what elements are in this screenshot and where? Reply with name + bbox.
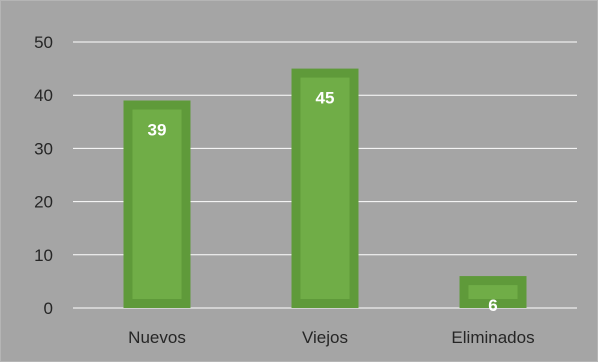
bar-inner-fill — [300, 77, 350, 299]
x-tick-label: Nuevos — [128, 328, 186, 347]
y-tick-label: 0 — [44, 299, 53, 318]
y-axis-tick-labels: 0 10 20 30 40 50 — [34, 33, 53, 318]
bar-inner-fill — [132, 109, 182, 300]
bar-nuevos — [123, 100, 191, 309]
y-tick-label: 10 — [34, 246, 53, 265]
y-tick-label: 30 — [34, 139, 53, 158]
y-tick-label: 40 — [34, 86, 53, 105]
data-labels: 39 45 6 — [148, 89, 498, 315]
bar-viejos — [291, 68, 359, 308]
data-label: 45 — [316, 89, 335, 108]
bar-inner-fill — [468, 285, 518, 299]
data-label: 6 — [488, 296, 497, 315]
x-tick-label: Eliminados — [451, 328, 534, 347]
y-tick-label: 50 — [34, 33, 53, 52]
bars — [123, 68, 527, 309]
y-tick-label: 20 — [34, 193, 53, 212]
x-tick-label: Viejos — [302, 328, 348, 347]
x-axis-tick-labels: Nuevos Viejos Eliminados — [128, 328, 534, 347]
data-label: 39 — [148, 121, 167, 140]
bar-eliminados — [459, 276, 527, 308]
